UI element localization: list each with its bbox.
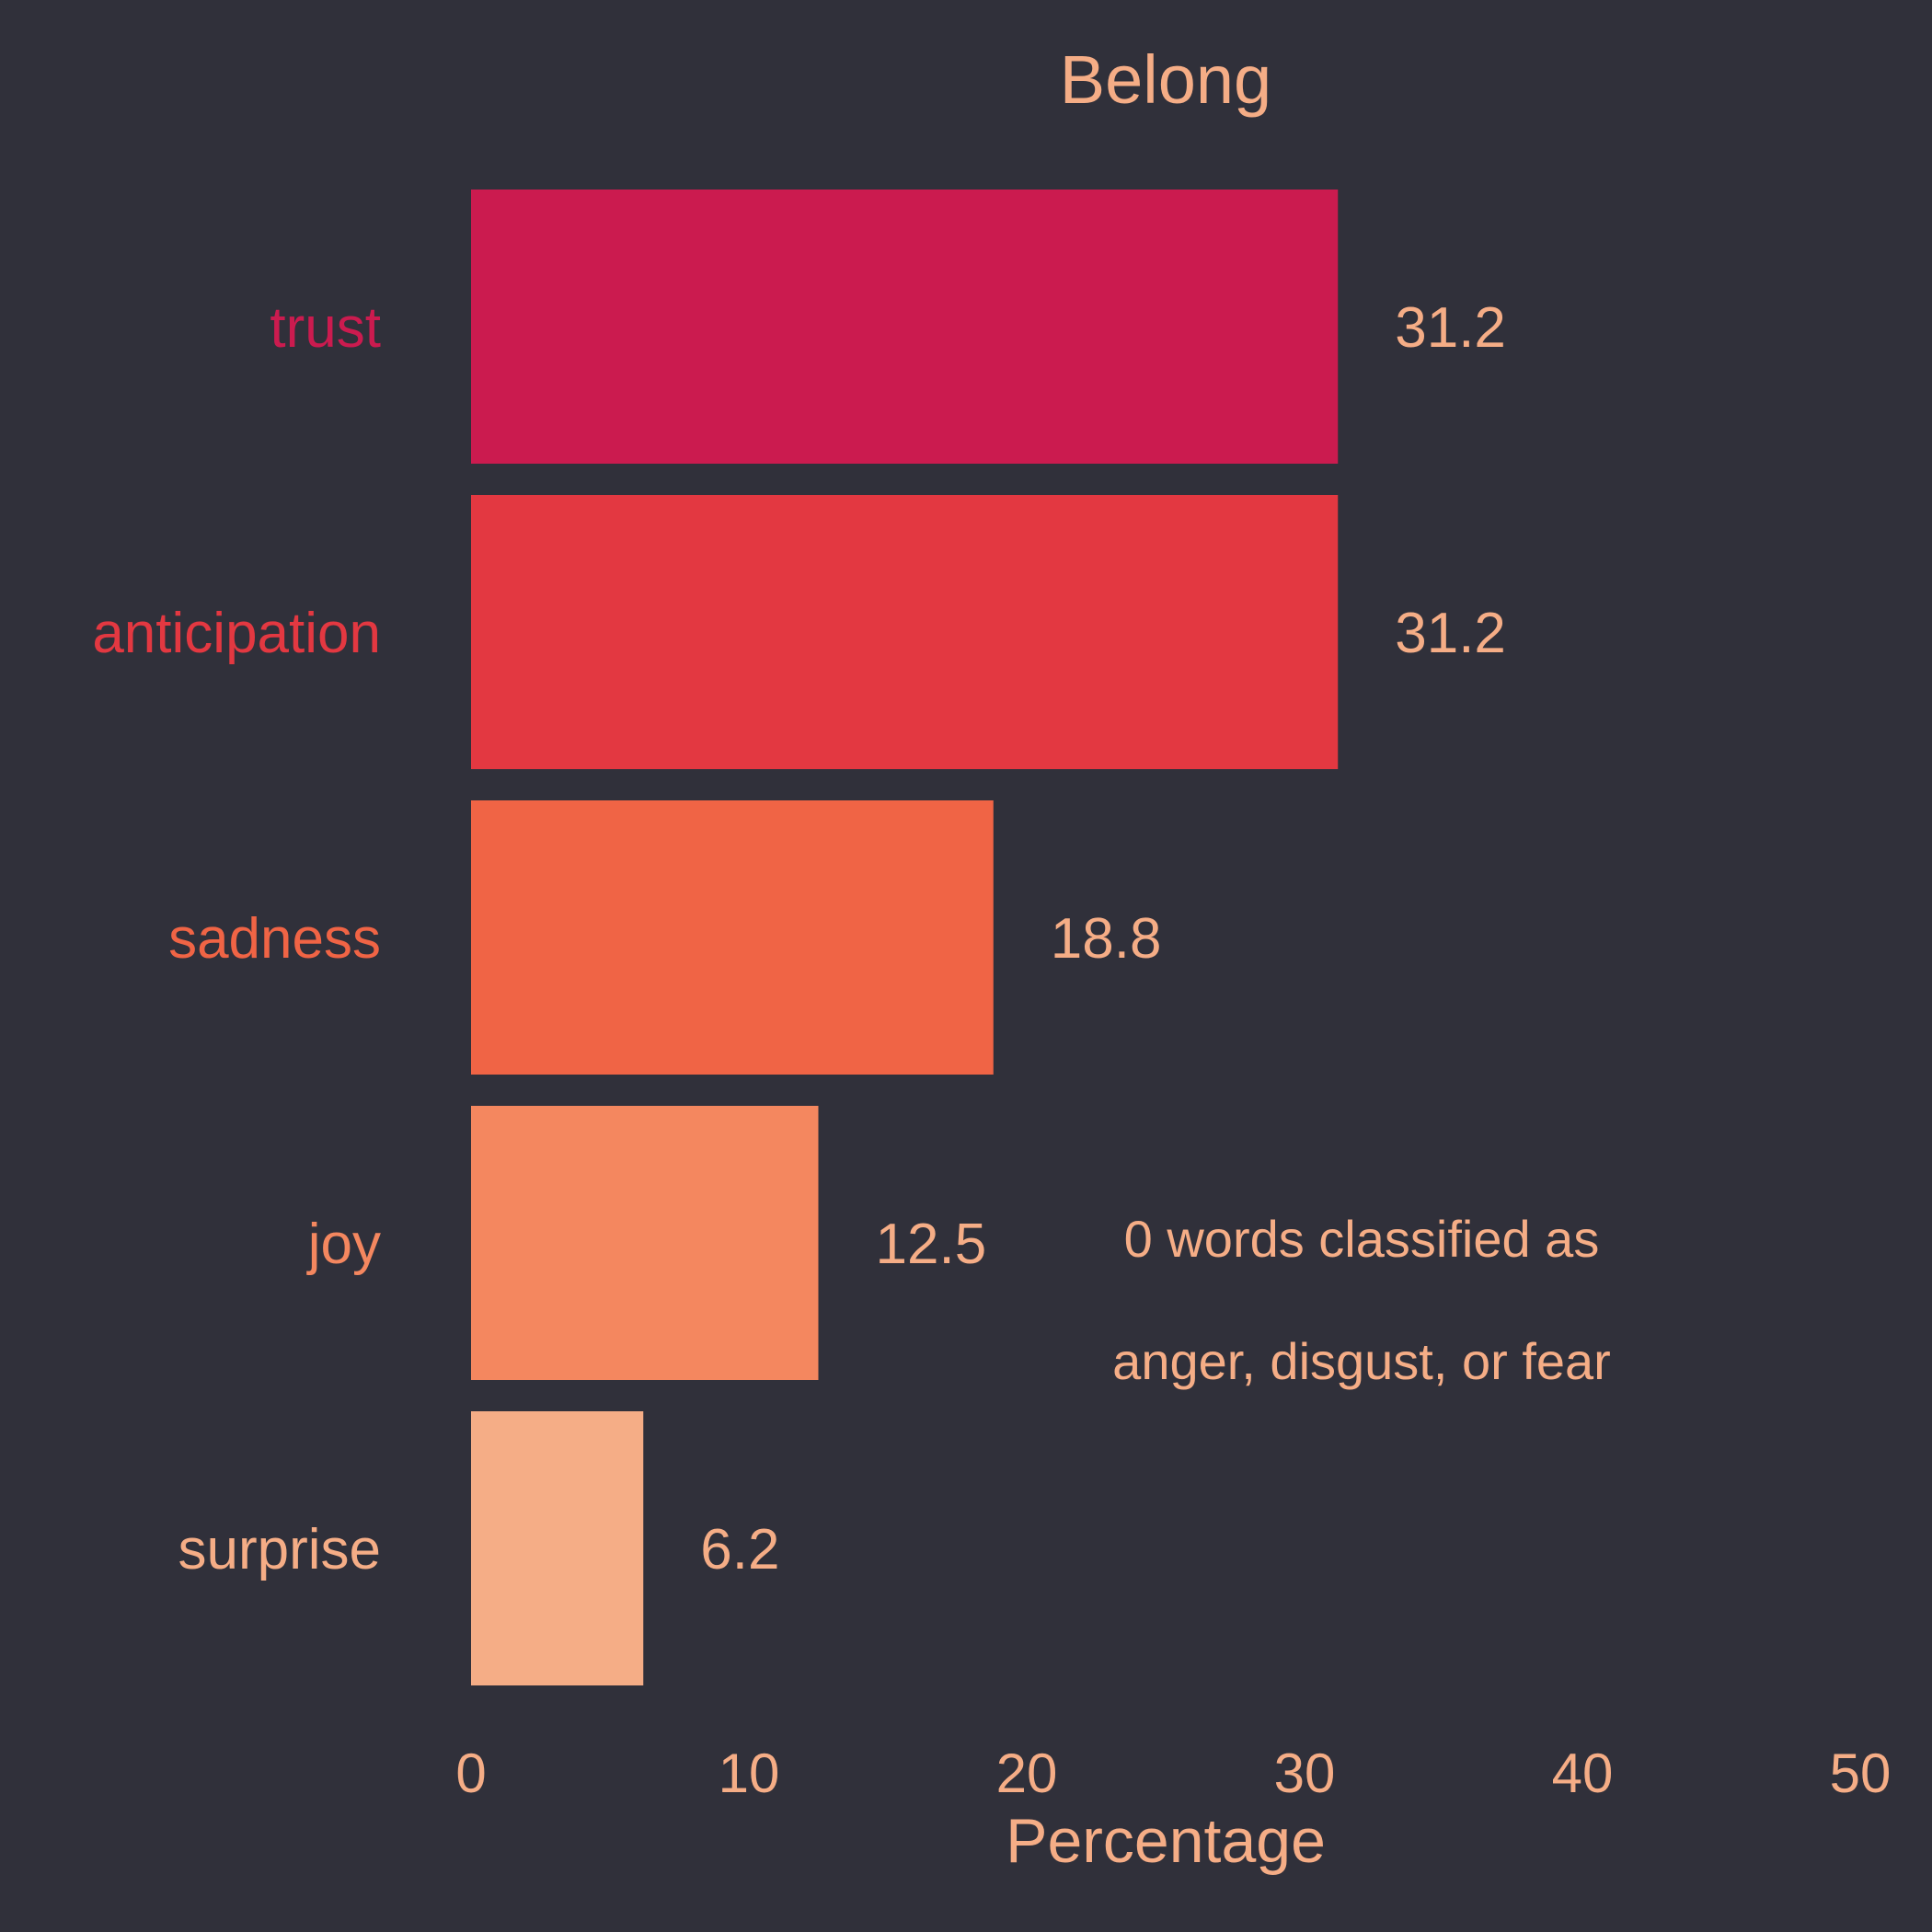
bar-anticipation bbox=[471, 495, 1339, 769]
value-label-surprise: 6.2 bbox=[700, 1518, 779, 1581]
value-label-trust: 31.2 bbox=[1395, 296, 1506, 360]
bar-trust bbox=[471, 190, 1339, 464]
bar-surprise bbox=[471, 1411, 644, 1685]
category-label-trust: trust bbox=[270, 296, 381, 360]
bar-joy bbox=[471, 1106, 819, 1380]
x-tick-40: 40 bbox=[1552, 1742, 1614, 1804]
x-tick-10: 10 bbox=[719, 1742, 780, 1804]
category-label-joy: joy bbox=[306, 1213, 381, 1276]
bars-group bbox=[471, 190, 1339, 1685]
x-tick-20: 20 bbox=[996, 1742, 1058, 1804]
category-label-surprise: surprise bbox=[178, 1518, 381, 1581]
category-label-anticipation: anticipation bbox=[92, 602, 381, 665]
x-tick-0: 0 bbox=[455, 1742, 486, 1804]
x-axis-label: Percentage bbox=[1006, 1806, 1326, 1876]
value-labels: 31.2 31.2 18.8 12.5 6.2 bbox=[700, 296, 1506, 1581]
chart-title: Belong bbox=[1060, 41, 1271, 118]
annotation-line-2: anger, disgust, or fear bbox=[1112, 1332, 1611, 1390]
annotation-line-1: 0 words classified as bbox=[1124, 1210, 1600, 1268]
bar-sadness bbox=[471, 800, 994, 1075]
x-tick-50: 50 bbox=[1830, 1742, 1892, 1804]
x-tick-30: 30 bbox=[1274, 1742, 1336, 1804]
category-label-sadness: sadness bbox=[168, 907, 381, 971]
x-tick-labels: 0 10 20 30 40 50 bbox=[455, 1742, 1891, 1804]
value-label-anticipation: 31.2 bbox=[1395, 602, 1506, 665]
value-label-sadness: 18.8 bbox=[1051, 907, 1162, 971]
category-labels: trust anticipation sadness joy surprise bbox=[92, 296, 381, 1581]
value-label-joy: 12.5 bbox=[876, 1213, 987, 1276]
